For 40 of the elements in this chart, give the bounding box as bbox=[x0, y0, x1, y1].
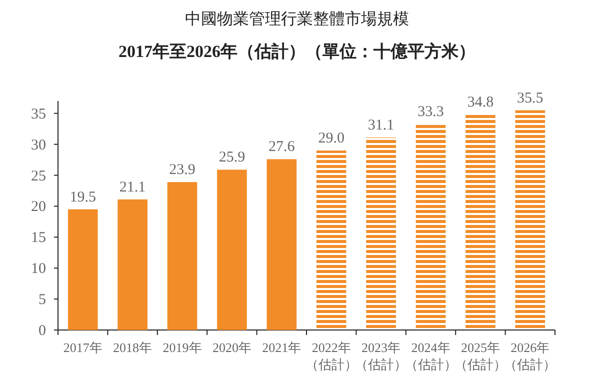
data-label: 23.9 bbox=[169, 162, 196, 178]
x-tick-label: 2024年（估計） bbox=[404, 340, 457, 372]
y-tick-label: 35 bbox=[31, 106, 46, 122]
bar bbox=[266, 159, 297, 330]
data-label: 25.9 bbox=[218, 150, 246, 166]
x-tick-label: 2022年（估計） bbox=[305, 340, 358, 372]
chart-subtitle: 2017年至2026年（估計）（單位：十億平方米） bbox=[118, 42, 476, 61]
y-tick-label: 10 bbox=[31, 261, 46, 278]
x-tick-label: 2018年 bbox=[113, 340, 152, 355]
data-label: 31.1 bbox=[368, 118, 394, 134]
bar bbox=[416, 124, 446, 330]
bar bbox=[366, 138, 396, 330]
bar bbox=[466, 114, 496, 330]
chart-title: 中國物業管理行業整體市場規模 bbox=[185, 9, 409, 28]
x-tick-label: 2017年 bbox=[63, 340, 102, 355]
data-label: 29.0 bbox=[318, 130, 344, 147]
x-tick-label: 2020年 bbox=[212, 340, 252, 355]
data-label: 19.5 bbox=[70, 189, 96, 206]
x-tick-label: 2019年 bbox=[162, 340, 202, 355]
x-tick-label: 2025年（估計） bbox=[454, 340, 506, 372]
y-tick-label: 25 bbox=[31, 168, 46, 184]
data-label: 33.3 bbox=[418, 104, 444, 120]
x-tick-label: 2023年（估計） bbox=[355, 340, 408, 372]
data-label: 27.6 bbox=[268, 139, 296, 156]
bar bbox=[316, 150, 346, 330]
y-tick-label: 5 bbox=[38, 292, 46, 308]
y-tick-label: 15 bbox=[31, 230, 46, 246]
data-label: 21.1 bbox=[119, 179, 146, 196]
x-tick-label: 2021年 bbox=[262, 340, 302, 355]
bar bbox=[118, 199, 148, 330]
data-label: 34.8 bbox=[467, 94, 494, 111]
y-tick-label: 30 bbox=[31, 137, 46, 154]
x-tick-label: 2026年（估計） bbox=[504, 340, 556, 372]
bar bbox=[515, 110, 546, 330]
bar bbox=[217, 170, 247, 330]
y-tick-label: 20 bbox=[31, 199, 46, 216]
bar bbox=[167, 182, 198, 330]
y-tick-label: 0 bbox=[38, 323, 46, 339]
bar bbox=[68, 209, 98, 330]
data-label: 35.5 bbox=[517, 90, 544, 106]
